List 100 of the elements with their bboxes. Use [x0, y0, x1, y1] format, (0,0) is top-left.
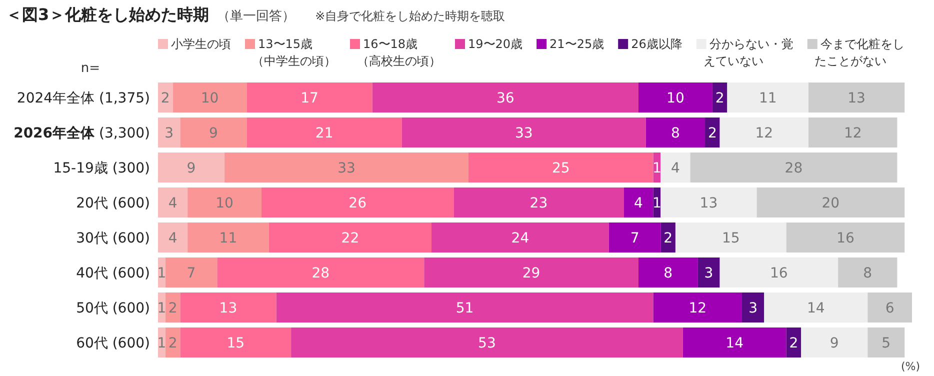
data-label: 14	[726, 336, 744, 352]
data-label: 13	[700, 196, 718, 212]
data-label: 8	[664, 266, 673, 282]
bar	[712, 82, 728, 112]
text: n=	[80, 61, 100, 76]
data-label: 26	[348, 196, 367, 212]
bar	[705, 118, 720, 148]
bar	[165, 292, 180, 322]
bar	[764, 292, 868, 322]
bar	[660, 222, 676, 252]
legend-label: 今まで化粧をしたことがない	[814, 37, 904, 68]
bar	[291, 328, 683, 358]
bar	[698, 258, 720, 288]
bar	[158, 152, 225, 182]
chart-subtitle: （単一回答）	[217, 9, 296, 24]
bar	[675, 222, 786, 252]
bar	[756, 188, 905, 218]
data-label: 5	[882, 336, 891, 352]
data-label: 9	[186, 160, 196, 176]
annotation: (%)	[900, 360, 920, 373]
data-label: 36	[496, 90, 514, 106]
data-label: 13	[848, 90, 866, 106]
bar	[158, 222, 188, 252]
bar	[158, 82, 173, 112]
data-label: 1	[652, 160, 662, 176]
bar	[246, 82, 372, 112]
data-label: 2	[715, 90, 724, 106]
data-label: 17	[300, 90, 318, 106]
bar	[268, 222, 432, 252]
bar	[165, 328, 180, 358]
data-label: 3	[704, 266, 714, 282]
data-label: 2	[168, 300, 178, 316]
bar	[646, 118, 706, 148]
y-tick-label: 2024年全体 (1,375)	[16, 90, 150, 106]
bar	[786, 222, 905, 252]
bar	[217, 258, 424, 288]
data-label: 16	[770, 266, 788, 282]
data-label: 2	[664, 230, 673, 246]
data-label: 15	[226, 336, 245, 352]
data-label: 11	[758, 90, 777, 106]
data-label: 1	[157, 266, 166, 282]
data-label: 1	[652, 196, 662, 212]
bar	[172, 82, 247, 112]
data-label: 3	[164, 126, 174, 142]
bar	[246, 118, 402, 148]
data-label: 14	[806, 300, 825, 316]
bar	[808, 82, 905, 112]
bar	[690, 152, 898, 182]
data-label: 9	[208, 126, 218, 142]
bar	[454, 188, 624, 218]
data-label: 10	[666, 90, 684, 106]
data-label: 1	[157, 336, 166, 352]
data-label: 53	[478, 336, 496, 352]
bar	[682, 328, 786, 358]
data-label: 7	[186, 266, 196, 282]
bar	[424, 258, 638, 288]
bar	[402, 118, 646, 148]
bar	[638, 258, 698, 288]
data-label: 25	[552, 160, 570, 176]
text: ※自身で化粧をし始めた時期を聴取	[315, 9, 506, 23]
bar	[801, 328, 868, 358]
bar	[638, 82, 712, 112]
data-label: 9	[830, 336, 839, 352]
data-label: 6	[885, 300, 894, 316]
bar	[165, 258, 218, 288]
data-label: 13	[219, 300, 238, 316]
data-label: 12	[755, 126, 774, 142]
bar	[838, 258, 898, 288]
bar	[188, 222, 269, 252]
data-label: 4	[168, 230, 178, 246]
data-label: 10	[216, 196, 234, 212]
bar	[660, 152, 690, 182]
legend-label: 分からない・覚えていない	[703, 37, 794, 68]
data-label: 2	[708, 126, 717, 142]
bar	[180, 118, 247, 148]
data-label: 11	[219, 230, 238, 246]
bar	[808, 118, 898, 148]
bar	[158, 118, 180, 148]
bar	[180, 328, 292, 358]
legend-label: 19〜20歳	[468, 37, 523, 51]
legend-label: 13〜15歳（中学生の頃）	[252, 37, 336, 68]
data-label: 2	[168, 336, 178, 352]
data-label: 4	[168, 196, 178, 212]
data-label: 33	[515, 126, 533, 142]
legend-label: 26歳以降	[631, 37, 682, 51]
bar	[868, 328, 905, 358]
data-label: 23	[530, 196, 548, 212]
data-label: 33	[338, 160, 356, 176]
data-label: 24	[511, 230, 530, 246]
bar	[468, 152, 654, 182]
data-label: 2	[160, 90, 170, 106]
data-label: 15	[722, 230, 740, 246]
bar	[224, 152, 468, 182]
bar	[653, 292, 742, 322]
bar	[261, 188, 454, 218]
bar	[660, 188, 757, 218]
bar	[727, 82, 809, 112]
data-label: 28	[312, 266, 330, 282]
data-label: 51	[456, 300, 474, 316]
bar	[868, 292, 912, 322]
